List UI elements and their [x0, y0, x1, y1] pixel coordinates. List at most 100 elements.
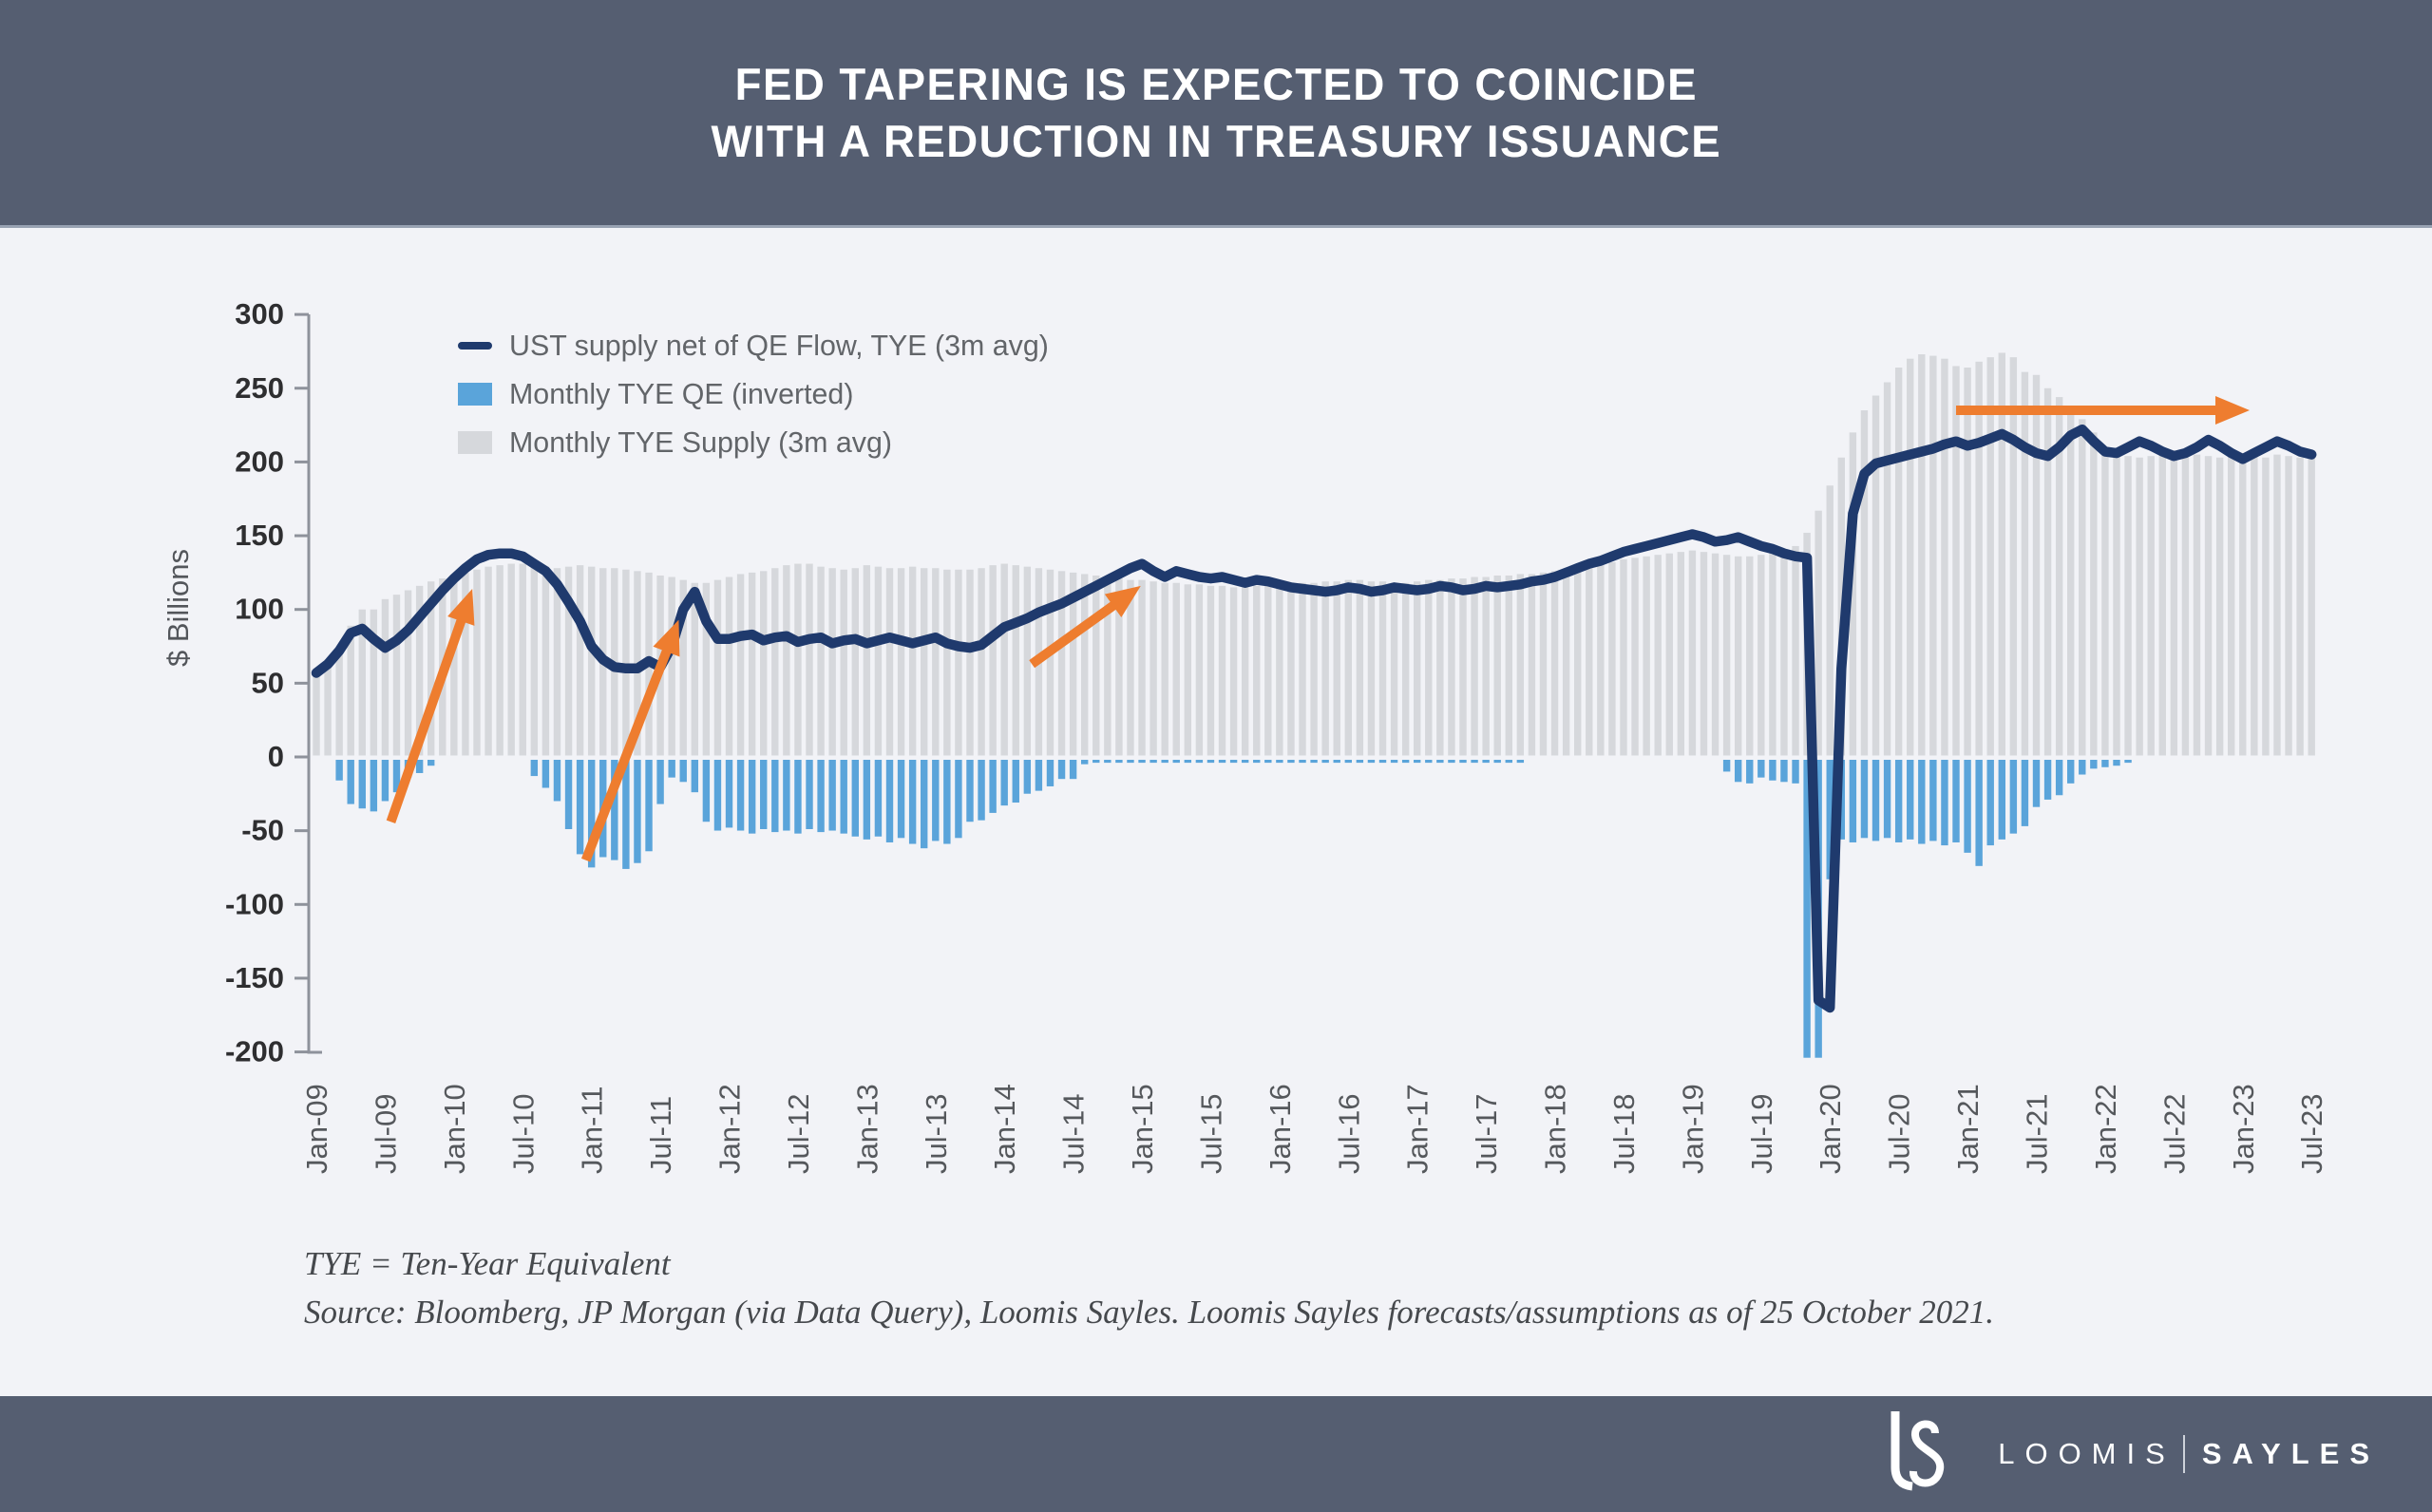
footnotes: TYE = Ten-Year Equivalent Source: Bloomb…	[304, 1239, 1994, 1336]
qe-bar	[851, 760, 859, 837]
supply-bar	[1378, 581, 1387, 756]
qe-bar	[1299, 760, 1306, 764]
supply-bar	[1356, 579, 1364, 756]
qe-bar	[921, 760, 928, 849]
qe-bar	[806, 760, 813, 829]
supply-bar	[1746, 556, 1754, 756]
supply-bar	[1516, 574, 1525, 756]
qe-bar	[2043, 760, 2052, 800]
supply-bar	[2181, 457, 2190, 756]
qe-bar	[1127, 760, 1134, 764]
supply-bar	[2032, 374, 2041, 756]
qe-bar	[1722, 760, 1731, 772]
supply-bar	[1769, 552, 1776, 756]
supply-bar	[1401, 582, 1410, 756]
supply-bar	[1482, 576, 1490, 756]
qe-bar	[1321, 760, 1329, 764]
qe-bar	[966, 760, 974, 822]
supply-bar	[748, 572, 756, 756]
supply-bar	[2101, 446, 2109, 756]
supply-bar	[450, 575, 458, 756]
y-tick-label: 50	[252, 666, 284, 699]
qe-bar	[1734, 760, 1742, 783]
qe-bar	[897, 760, 905, 839]
supply-bar	[794, 563, 802, 756]
qe-swatch-icon	[458, 382, 492, 406]
supply-bar	[760, 571, 768, 756]
supply-bar	[553, 568, 561, 756]
supply-bar	[1654, 555, 1662, 756]
x-tick-label: Jul-16	[1332, 1094, 1365, 1174]
supply-bar	[668, 576, 675, 756]
qe-bar	[679, 760, 687, 783]
supply-bar	[885, 568, 894, 756]
x-tick-label: Jan-13	[850, 1084, 884, 1174]
qe-bar	[1826, 760, 1834, 879]
qe-bar	[1894, 760, 1903, 842]
qe-bar	[428, 760, 435, 766]
qe-bar	[1195, 760, 1204, 764]
qe-bar	[1907, 760, 1914, 840]
x-tick-label: Jul-18	[1607, 1094, 1641, 1174]
supply-bar	[1138, 579, 1146, 756]
qe-bar	[1883, 760, 1891, 839]
supply-bar	[392, 595, 401, 756]
supply-bar	[1184, 584, 1192, 756]
qe-bar	[1092, 760, 1100, 764]
supply-bar	[1241, 587, 1249, 756]
supply-bar	[2170, 456, 2178, 756]
supply-bar	[1092, 575, 1100, 756]
supply-bar	[1860, 410, 1869, 756]
arrow-2014-rise	[1029, 600, 1118, 669]
supply-bar	[840, 569, 847, 756]
supply-bar	[1792, 545, 1799, 756]
supply-bar	[1608, 562, 1616, 756]
qe-bar	[1758, 760, 1765, 778]
qe-bar	[1206, 760, 1215, 764]
qe-bar	[1287, 760, 1295, 764]
header-band: FED TAPERING IS EXPECTED TO COINCIDE WIT…	[0, 0, 2432, 228]
qe-bar	[1929, 760, 1937, 841]
supply-bar	[462, 572, 469, 756]
chart-title-line-1: FED TAPERING IS EXPECTED TO COINCIDE	[734, 58, 1698, 109]
arrow-2009-rise-head-icon	[447, 588, 475, 626]
supply-bar	[2215, 457, 2224, 756]
brand-loomis: LOOMIS	[1998, 1437, 2176, 1470]
net-supply-line	[311, 424, 2317, 1013]
supply-bar	[1597, 563, 1605, 756]
supply-bar	[473, 569, 481, 756]
qe-bar	[955, 760, 962, 839]
supply-bar	[507, 563, 515, 756]
qe-bar	[794, 760, 802, 834]
x-tick-label: Jan-17	[1401, 1084, 1434, 1174]
qe-bar	[1414, 760, 1421, 764]
arrow-2014-rise-head-icon	[1104, 585, 1141, 618]
qe-bar	[542, 760, 550, 788]
x-tick-label: Jul-21	[2021, 1094, 2054, 1174]
supply-bar	[1711, 553, 1720, 756]
supply-bar	[851, 568, 859, 756]
supply-bar	[1229, 587, 1238, 756]
supply-bar	[1986, 357, 1994, 756]
supply-bar	[1080, 574, 1089, 756]
supply-bar	[2043, 387, 2052, 756]
supply-bar	[1688, 550, 1697, 756]
supply-bar	[1436, 579, 1444, 756]
qe-bar	[1229, 760, 1238, 764]
qe-bar	[335, 760, 343, 781]
supply-bar	[324, 659, 332, 756]
qe-bar	[1253, 760, 1261, 764]
supply-bar	[2251, 456, 2258, 756]
y-tick-label: 150	[235, 519, 284, 552]
qe-bar	[1941, 760, 1948, 846]
x-tick-label: Jul-10	[506, 1094, 540, 1174]
supply-bar	[1287, 584, 1295, 756]
qe-bar	[1769, 760, 1776, 781]
qe-bar	[1104, 760, 1112, 764]
supply-bar	[2239, 454, 2247, 756]
supply-bar	[1700, 552, 1708, 756]
qe-bar	[748, 760, 756, 834]
qe-bar	[691, 760, 699, 793]
arrow-2009-rise	[386, 617, 466, 823]
qe-bar	[1964, 760, 1971, 853]
